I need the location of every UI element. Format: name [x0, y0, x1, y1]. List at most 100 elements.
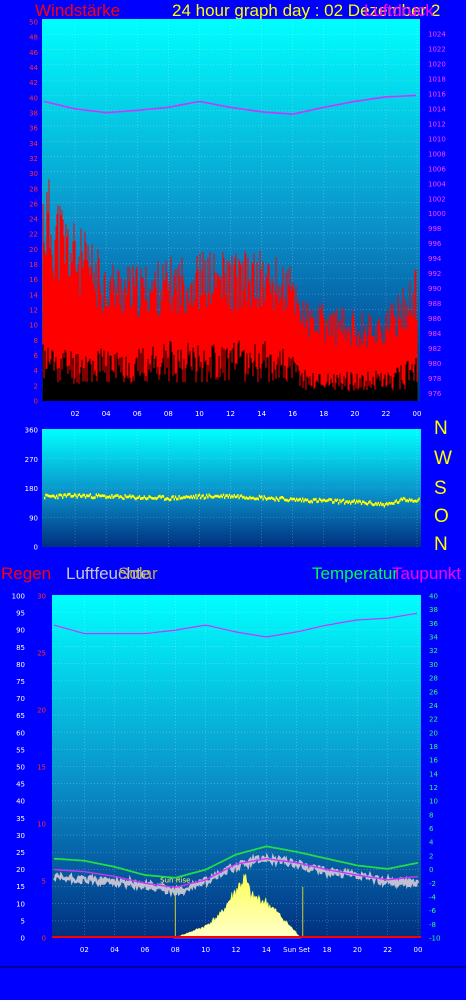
temp-y-tick: 14 — [429, 770, 438, 778]
wind-y-tick: 50 — [29, 19, 38, 27]
wind-x-tick: 00 — [413, 410, 422, 418]
temp-y-tick: -6 — [429, 907, 437, 915]
wind-x-tick: 06 — [133, 410, 142, 418]
wind-y-tick: 26 — [29, 200, 38, 208]
wind-y-tick: 30 — [29, 170, 38, 178]
temp-y-tick: 20 — [429, 729, 438, 737]
temp-x-tick: 18 — [323, 946, 332, 954]
temp-y-tick: 26 — [429, 688, 438, 696]
pressure-y-tick: 1008 — [428, 150, 446, 158]
temp-x-tick: 20 — [353, 946, 362, 954]
pressure-y-tick: 982 — [428, 345, 441, 353]
rain-y-tick: 0 — [42, 935, 46, 943]
pressure-y-tick: 1004 — [428, 180, 446, 188]
compass-o: O — [434, 506, 449, 527]
temp-x-tick: 22 — [383, 946, 392, 954]
wind-x-tick: 04 — [102, 410, 111, 418]
compass-n-top: N — [434, 418, 448, 439]
compass-w: W — [434, 448, 452, 469]
temp-y-tick: 6 — [429, 825, 434, 833]
wind-y-tick: 16 — [29, 276, 38, 284]
sunrise-label: Sun Rise — [160, 877, 190, 885]
rain-y-tick: 10 — [37, 821, 46, 829]
temp-x-tick: Sun Set — [283, 946, 310, 954]
humidity-y-tick: 15 — [16, 883, 25, 891]
wind-y-tick: 22 — [29, 231, 38, 239]
humidity-y-tick: 40 — [16, 798, 25, 806]
direction-panel-bg — [42, 429, 421, 547]
temp-y-tick: -8 — [429, 921, 436, 929]
wind-y-tick: 8 — [34, 337, 38, 345]
humidity-y-tick: 70 — [16, 695, 25, 703]
wind-y-tick: 40 — [29, 94, 38, 102]
temp-y-tick: 38 — [429, 606, 438, 614]
temp-y-tick: 30 — [429, 661, 438, 669]
wind-x-tick: 14 — [257, 410, 266, 418]
temp-y-tick: 12 — [429, 784, 438, 792]
humidity-y-tick: 65 — [16, 712, 25, 720]
wind-y-tick: 46 — [29, 49, 38, 57]
temp-y-tick: 0 — [429, 866, 433, 874]
wind-y-tick: 10 — [29, 322, 38, 330]
temp-y-tick: 2 — [429, 852, 433, 860]
humidity-y-tick: 100 — [12, 593, 25, 601]
humidity-y-tick: 45 — [16, 781, 25, 789]
wind-y-tick: 34 — [29, 140, 38, 148]
wind-gust-series — [42, 179, 418, 401]
wind-y-tick: 48 — [29, 34, 38, 42]
temp-panel-bg — [52, 595, 421, 938]
chart-title: 24 hour graph day : 02 Dezember 2 — [172, 1, 441, 20]
temp-y-tick: 10 — [429, 798, 438, 806]
temp-y-tick: 4 — [429, 839, 434, 847]
temp-y-tick: -10 — [429, 935, 440, 943]
pressure-y-tick: 1010 — [428, 135, 446, 143]
temp-x-tick: 02 — [80, 946, 89, 954]
wind-x-tick: 12 — [226, 410, 235, 418]
temp-y-tick: 24 — [429, 702, 438, 710]
direction-y-tick: 180 — [25, 485, 38, 493]
temp-y-tick: 36 — [429, 620, 438, 628]
pressure-y-tick: 998 — [428, 225, 441, 233]
direction-y-tick: 0 — [34, 544, 38, 552]
pressure-y-tick: 1012 — [428, 120, 446, 128]
humidity-y-tick: 85 — [16, 644, 25, 652]
direction-series — [44, 492, 420, 508]
pressure-y-tick: 1000 — [428, 210, 446, 218]
humidity-y-tick: 60 — [16, 729, 25, 737]
wind-x-tick: 18 — [319, 410, 328, 418]
temp-x-tick: 04 — [110, 946, 119, 954]
temp-y-tick: 34 — [429, 634, 438, 642]
wind-y-tick: 44 — [29, 64, 38, 72]
humidity-series — [53, 852, 420, 898]
pressure-y-tick: 996 — [428, 240, 442, 248]
wind-y-tick: 14 — [29, 291, 38, 299]
pressure-y-tick: 992 — [428, 270, 441, 278]
pressure-y-tick: 1016 — [428, 90, 446, 98]
humidity-y-tick: 95 — [16, 610, 25, 618]
wind-average-series — [42, 340, 418, 401]
wind-y-tick: 28 — [29, 185, 38, 193]
rain-y-tick: 15 — [37, 764, 46, 772]
wind-y-tick: 0 — [34, 398, 38, 406]
direction-y-tick: 360 — [25, 427, 38, 435]
humidity-y-tick: 75 — [16, 678, 25, 686]
pressure-label: Luftdruck — [364, 1, 434, 20]
temp-y-tick: 32 — [429, 647, 438, 655]
humidity-y-tick: 50 — [16, 764, 25, 772]
pressure-y-tick: 988 — [428, 300, 441, 308]
rain-y-tick: 30 — [37, 593, 46, 601]
humidity-y-tick: 55 — [16, 746, 25, 754]
pressure-y-tick: 1022 — [428, 45, 446, 53]
pressure-y-tick: 980 — [428, 360, 441, 368]
wind-y-tick: 38 — [29, 109, 38, 117]
wind-y-tick: 42 — [29, 79, 38, 87]
wind-x-tick: 10 — [195, 410, 204, 418]
temp-x-tick: 14 — [262, 946, 271, 954]
humidity-y-tick: 10 — [16, 900, 25, 908]
humidity-y-tick: 5 — [21, 917, 25, 925]
wind-y-tick: 20 — [29, 246, 38, 254]
rain-y-tick: 25 — [37, 650, 46, 658]
dewpoint-label: Taupunkt — [392, 564, 461, 583]
rain-y-tick: 5 — [42, 878, 46, 886]
